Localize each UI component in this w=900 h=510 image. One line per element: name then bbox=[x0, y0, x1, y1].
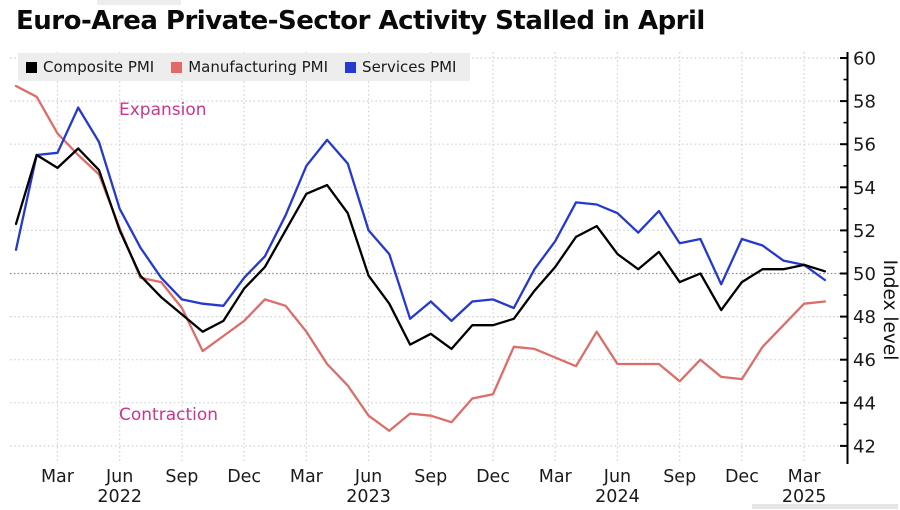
y-axis-tick-label: 54 bbox=[853, 178, 876, 199]
x-axis-tick-label: Mar bbox=[290, 467, 324, 487]
series-line-manufacturing bbox=[14, 84, 827, 432]
legend-swatch bbox=[171, 61, 183, 73]
x-axis-tick-label: Jun bbox=[603, 467, 631, 487]
series-line-composite bbox=[14, 147, 827, 351]
legend-item-composite-pmi: Composite PMI bbox=[26, 58, 154, 76]
legend-label: Manufacturing PMI bbox=[188, 58, 329, 76]
x-axis-year-label: 2025 bbox=[782, 487, 827, 507]
y-axis-tick-label: 44 bbox=[853, 393, 876, 414]
x-axis-year-label: 2024 bbox=[595, 487, 640, 507]
x-axis-tick-label: Mar bbox=[539, 467, 573, 487]
x-axis-tick-label: Jun bbox=[105, 467, 133, 487]
x-axis-tick-label: Jun bbox=[354, 467, 382, 487]
x-axis-year-label: 2022 bbox=[97, 487, 142, 507]
cropped-attribution-fragment bbox=[752, 504, 898, 509]
x-axis-tick-label: Mar bbox=[788, 467, 822, 487]
y-axis-tick-label: 48 bbox=[853, 307, 876, 328]
legend-label: Composite PMI bbox=[43, 58, 155, 76]
legend-item-manufacturing-pmi: Manufacturing PMI bbox=[171, 58, 328, 76]
y-axis-tick-label: 56 bbox=[853, 135, 876, 156]
cropped-ui-fragment bbox=[97, 0, 181, 5]
x-axis-tick-label: Mar bbox=[41, 467, 75, 487]
x-axis-tick-label: Sep bbox=[663, 467, 696, 487]
legend-swatch bbox=[26, 61, 37, 73]
y-axis-tick-label: 60 bbox=[853, 49, 876, 70]
x-axis-tick-label: Sep bbox=[165, 467, 198, 487]
y-axis-tick-label: 50 bbox=[853, 264, 876, 285]
legend: Composite PMI Manufacturing PMI Services P… bbox=[18, 53, 471, 81]
y-axis-tick-label: 52 bbox=[853, 221, 876, 242]
y-axis-title: Index level bbox=[879, 260, 900, 361]
x-axis-tick-label: Dec bbox=[476, 467, 510, 487]
legend-item-services-pmi: Services PMI bbox=[345, 58, 456, 76]
contraction-label: Contraction bbox=[119, 405, 219, 425]
legend-swatch bbox=[345, 61, 357, 73]
y-axis-tick-label: 42 bbox=[853, 436, 876, 457]
x-axis-year-label: 2023 bbox=[346, 487, 391, 507]
x-axis-tick-label: Dec bbox=[227, 467, 261, 487]
x-axis-tick-label: Sep bbox=[414, 467, 447, 487]
expansion-label: Expansion bbox=[119, 100, 207, 120]
chart-title: Euro-Area Private-Sector Activity Stalle… bbox=[16, 6, 705, 36]
y-axis-tick-label: 46 bbox=[853, 350, 876, 371]
legend-label: Services PMI bbox=[362, 58, 457, 76]
y-axis-tick-label: 58 bbox=[853, 92, 876, 113]
x-axis-tick-label: Dec bbox=[725, 467, 759, 487]
series-line-services bbox=[14, 106, 827, 323]
